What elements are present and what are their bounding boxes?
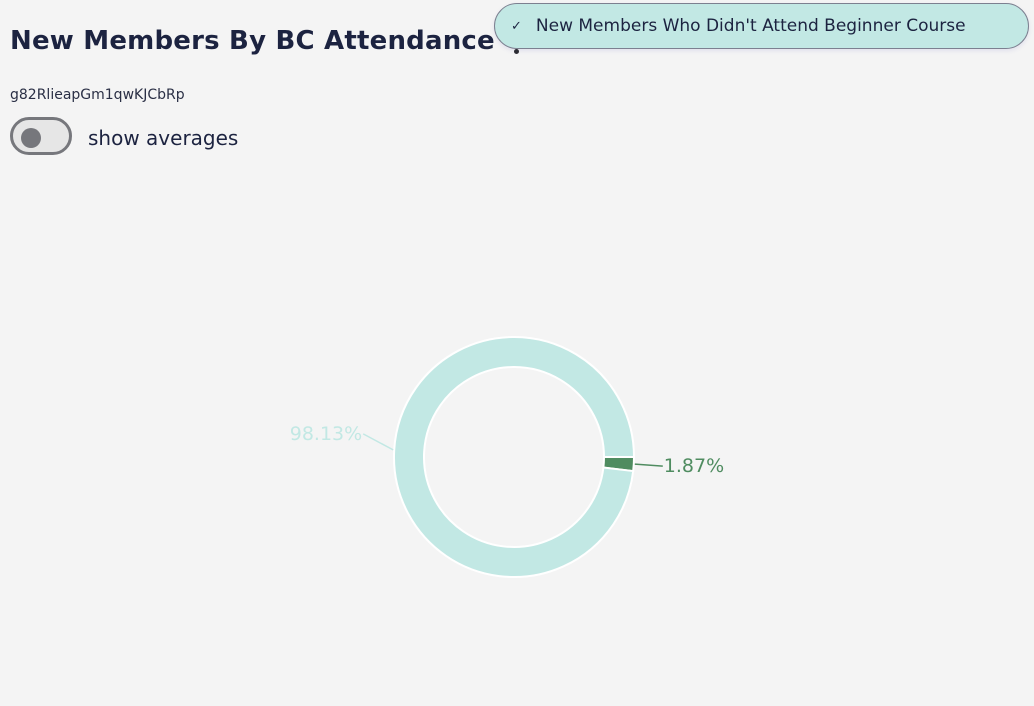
slice-label: 1.87% <box>664 455 724 477</box>
label-line <box>634 463 663 467</box>
page-title: New Members By BC Attendance <box>10 26 495 56</box>
donut-slice[interactable] <box>393 336 636 578</box>
show-averages-label: show averages <box>88 126 239 150</box>
legend-item[interactable]: ✓ New Members Who Didn't Attend Beginner… <box>494 3 1029 49</box>
label-line <box>362 433 394 451</box>
chart-id: g82RlieapGm1qwKJCbRp <box>10 87 185 103</box>
check-icon: ✓ <box>511 18 522 34</box>
legend-label: New Members Who Didn't Attend Beginner C… <box>535 16 966 36</box>
toggle-knob <box>21 128 41 148</box>
slice-label: 98.13% <box>290 423 362 445</box>
legend-dot <box>514 49 519 54</box>
show-averages-toggle[interactable] <box>10 117 72 155</box>
